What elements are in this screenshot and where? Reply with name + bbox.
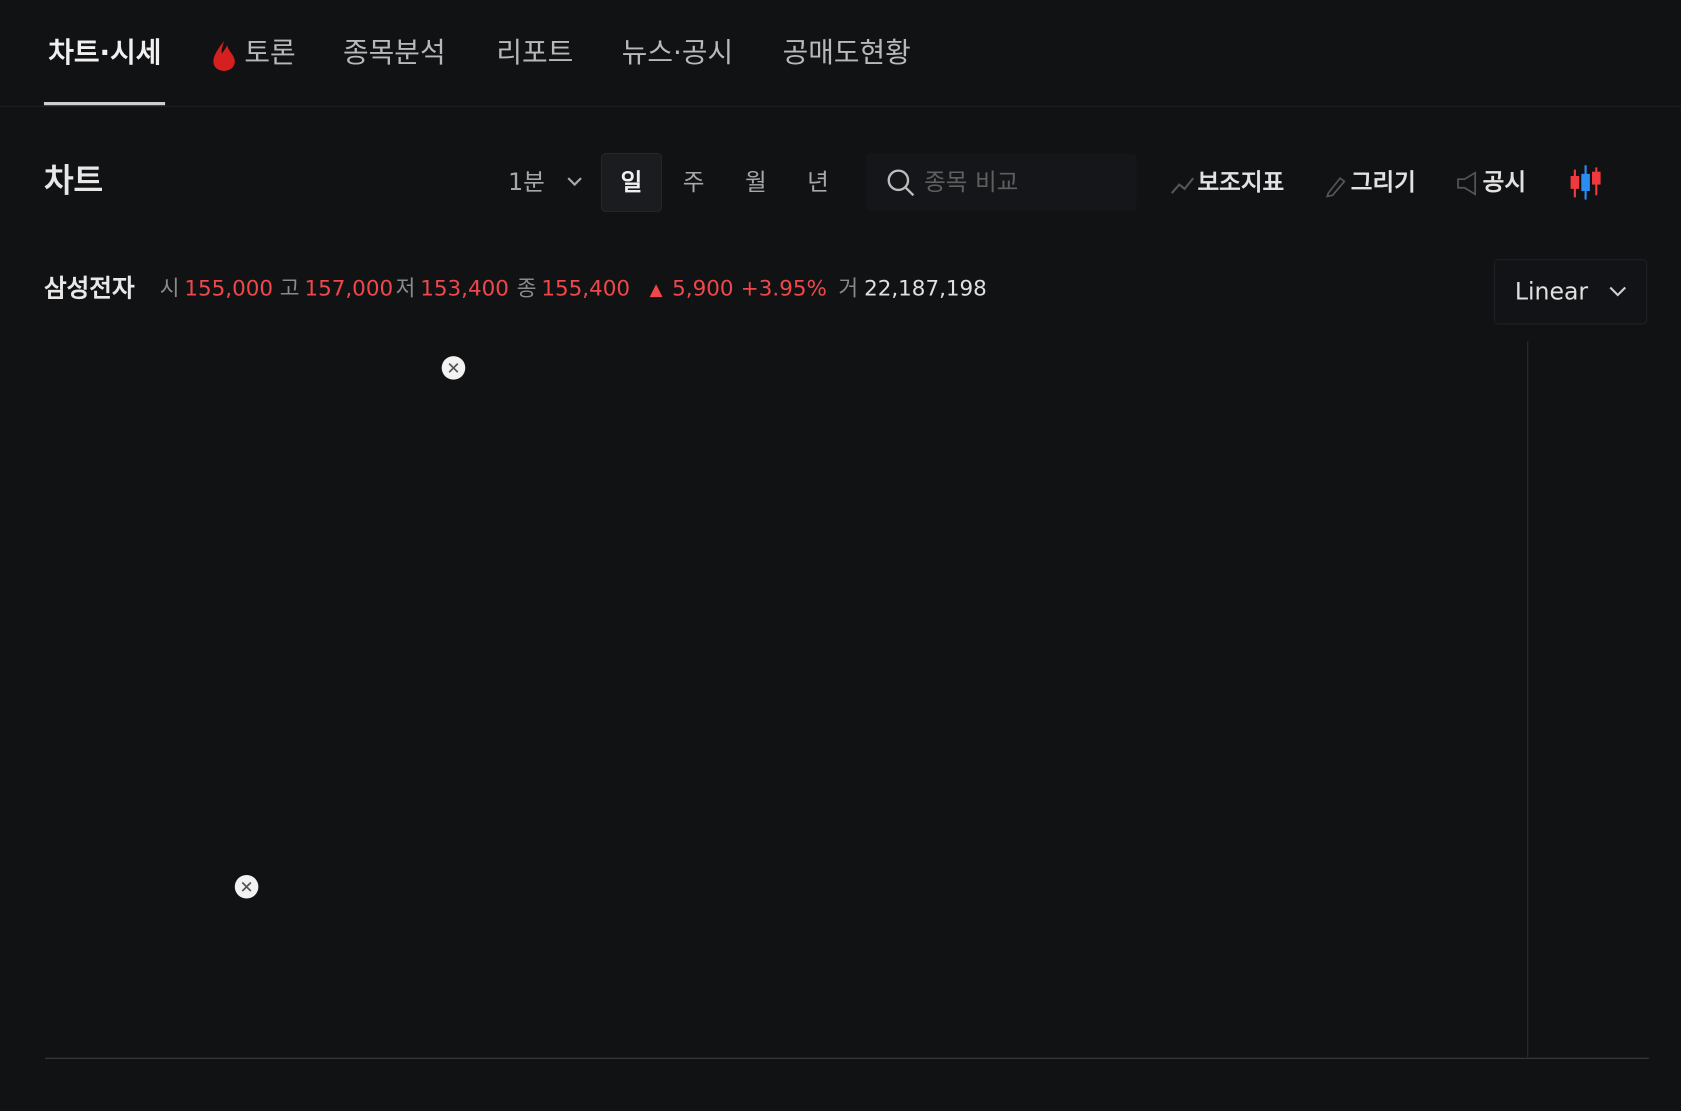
notice-icon — [1457, 171, 1477, 196]
close-icon — [448, 362, 459, 373]
tool-button[interactable]: 공시 — [1483, 168, 1526, 196]
scale-mode: Linear — [1515, 277, 1589, 305]
stock-name: 삼성전자 — [44, 274, 135, 303]
quote-value: 155,400 — [541, 277, 630, 302]
fire-icon — [213, 40, 235, 71]
close-icon — [241, 881, 252, 892]
tool-button[interactable]: 보조지표 — [1197, 168, 1284, 196]
quote-label: 고 — [280, 277, 300, 302]
change: 5,900 — [672, 277, 733, 302]
search-box[interactable] — [866, 153, 1137, 212]
chevron — [1609, 286, 1627, 297]
quote-label: 저 — [396, 277, 416, 302]
quote-volume: 22,187,198 — [864, 277, 987, 302]
tab[interactable]: 종목분석 — [343, 36, 446, 69]
search-icon — [887, 169, 910, 192]
tab[interactable]: 뉴스·공시 — [622, 36, 733, 69]
tab-underline — [43, 102, 166, 106]
search-placeholder: 종목 비교 — [924, 168, 1018, 196]
chevron — [567, 177, 582, 187]
scale-select[interactable] — [1493, 259, 1648, 325]
icon-body — [1570, 175, 1580, 189]
chart-type-icon[interactable] — [1570, 165, 1601, 200]
tab[interactable]: 리포트 — [496, 36, 573, 69]
icon-body — [1592, 171, 1601, 185]
quote-value: 157,000 — [304, 277, 393, 302]
close-indicator[interactable] — [234, 874, 259, 899]
tool-button[interactable]: 그리기 — [1351, 168, 1416, 196]
quote-value: 153,400 — [420, 277, 509, 302]
tab[interactable]: 차트·시세 — [48, 36, 161, 69]
period-button[interactable]: 일 — [621, 168, 643, 196]
period-selected — [600, 152, 663, 212]
quote-label: 종 — [517, 277, 537, 302]
quote-label: 거 — [838, 277, 858, 302]
icon-body — [1581, 173, 1590, 191]
section-title: 차트 — [44, 161, 103, 199]
change-pct: +3.95% — [741, 277, 827, 302]
interval-select[interactable]: 1분 — [508, 168, 545, 196]
period-button[interactable]: 년 — [807, 168, 829, 196]
quote-label: 시 — [160, 277, 180, 302]
search-icon — [905, 186, 915, 197]
tab[interactable]: 공매도현황 — [783, 36, 911, 69]
draw-icon — [1325, 176, 1346, 198]
period-button[interactable]: 월 — [745, 168, 767, 196]
tab[interactable]: 토론 — [244, 36, 295, 69]
period-button[interactable]: 주 — [683, 168, 705, 196]
indicator-icon — [1170, 177, 1195, 194]
up-triangle — [649, 284, 663, 298]
close-indicator[interactable] — [441, 356, 466, 380]
quote-value: 155,000 — [184, 277, 273, 302]
